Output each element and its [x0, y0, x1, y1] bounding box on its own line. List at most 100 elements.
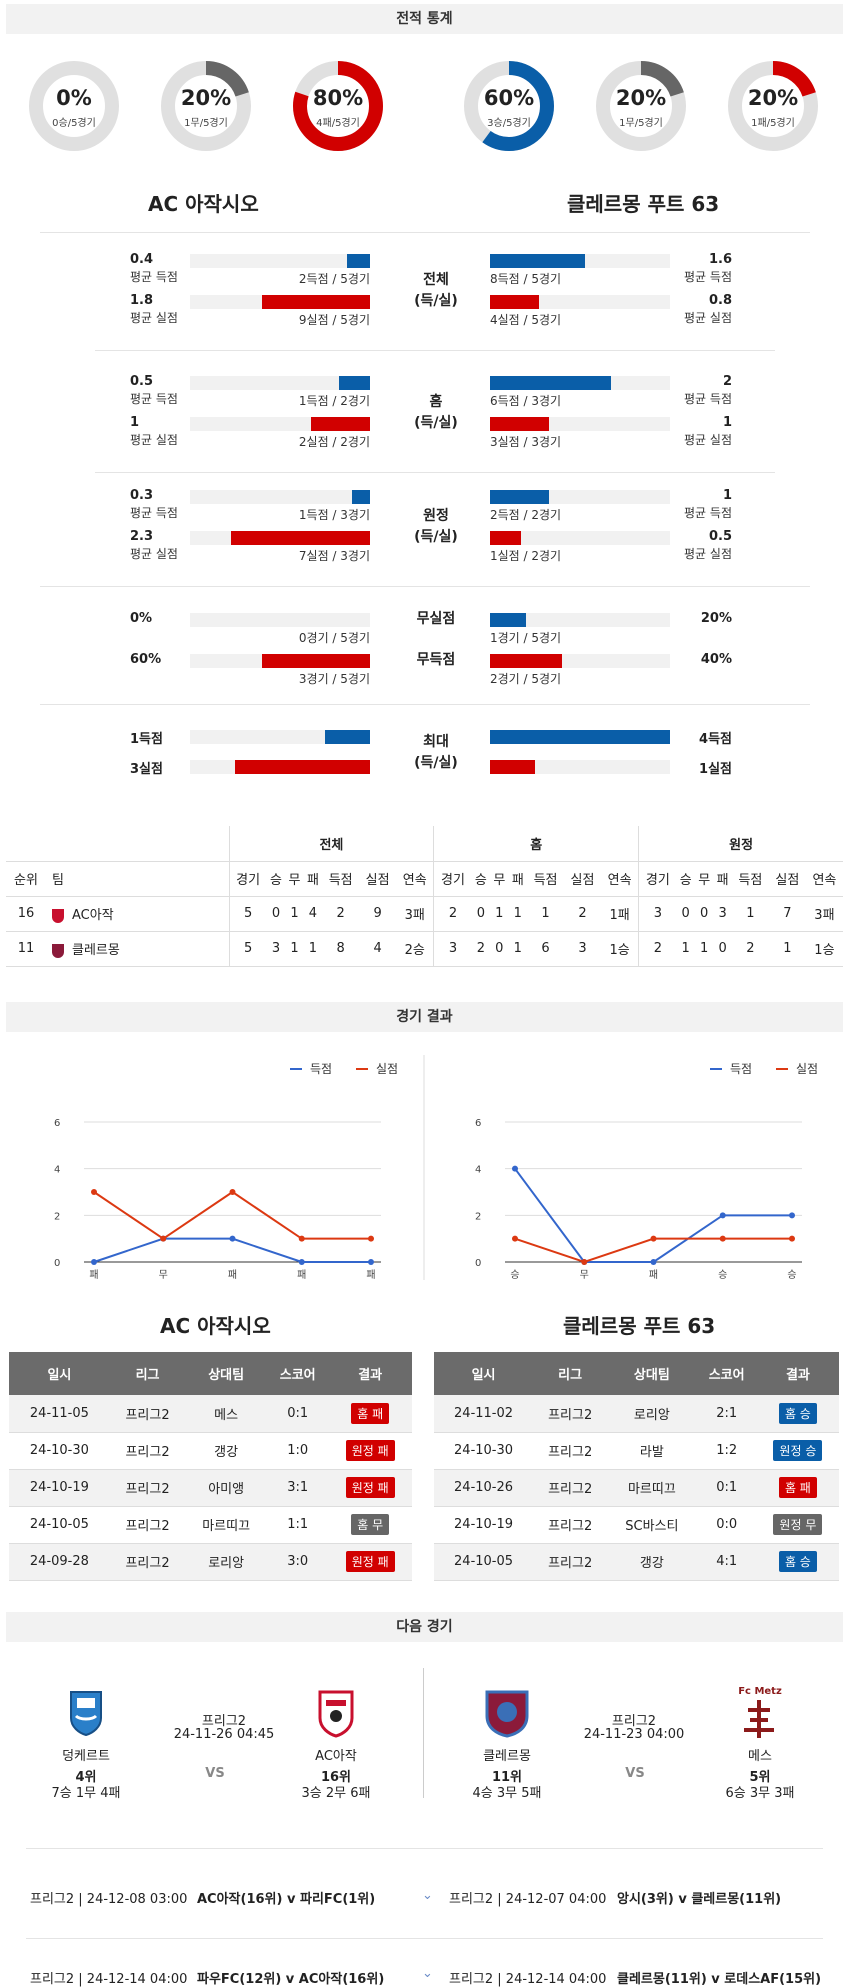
standings-cell: 5 — [228, 896, 267, 932]
series-line — [93, 1237, 371, 1263]
column-header: 상대팀 — [607, 1352, 697, 1395]
standings-cell: 5 — [228, 931, 267, 967]
result-row[interactable]: 24-11-05 프리그2 메스 0:1 홈 패 — [9, 1395, 412, 1433]
right-value: 4득점 — [699, 732, 732, 747]
standings-cell: 3 — [433, 931, 472, 967]
next-right-team1-record: 4승 3무 5패 — [472, 1786, 542, 1801]
donut-percent: 80% — [312, 86, 364, 110]
next-divider — [423, 1668, 424, 1798]
right-value: 1.6 — [708, 252, 732, 267]
result-row[interactable]: 24-10-05 프리그2 마르띠끄 1:1 홈 무 — [9, 1506, 412, 1544]
left-value: 0.3 — [130, 488, 154, 503]
standings-cell: 8 — [322, 931, 360, 967]
left-bar — [346, 254, 370, 268]
column-header: 리그 — [109, 1352, 186, 1395]
column-header: 결과 — [756, 1352, 839, 1395]
data-point — [298, 1259, 305, 1265]
fixture-2-left-match[interactable]: 파우FC(12위) v AC아작(16위) — [197, 1972, 385, 1987]
result-cell: 24-10-19 — [9, 1469, 110, 1507]
donut-percent: 20% — [180, 86, 232, 110]
right-bar-text: 8득점 / 5경기 — [490, 272, 562, 286]
data-point — [229, 1235, 236, 1242]
right-label: 평균 실점 — [684, 547, 732, 561]
column-header: 무 — [285, 861, 304, 897]
right-value: 1 — [722, 488, 732, 503]
left-value: 0.4 — [130, 252, 154, 267]
result-cell: 메스 — [185, 1395, 268, 1433]
donut-percent: 20% — [747, 86, 799, 110]
fixture-2-right-match[interactable]: 클레르몽(11위) v 로데스AF(15위) — [617, 1972, 822, 1987]
right-bar — [490, 490, 550, 504]
result-row[interactable]: 24-11-02 프리그2 로리앙 2:1 홈 승 — [434, 1395, 839, 1433]
right-bar — [490, 654, 562, 668]
result-cell: 24-10-30 — [434, 1432, 534, 1470]
team-logo-icon — [52, 908, 64, 923]
standings-cell: 0 — [694, 896, 714, 932]
donut-caption: 1무/5경기 — [619, 118, 663, 129]
standings-cell: 1 — [490, 896, 509, 932]
left-value: 0% — [130, 611, 153, 626]
right-bar — [490, 376, 611, 390]
standings-cell: 2 — [731, 931, 769, 967]
section-divider — [95, 350, 775, 351]
x-tick-label: 승 — [718, 1269, 727, 1281]
result-cell: 프리그2 — [533, 1395, 608, 1433]
result-cell: 마르띠끄 — [607, 1469, 697, 1507]
next-left-league: 프리그2 — [201, 1714, 247, 1729]
standings-cell: 1 — [508, 931, 528, 967]
result-cell: 프리그2 — [109, 1395, 186, 1433]
left-bar-text: 7실점 / 3경기 — [298, 549, 370, 563]
standings-row[interactable]: 11 클레르몽 5 3 1 1 8 4 2승 3 2 0 1 6 3 1승 2 1 1 0 2 1 1승 — [6, 931, 843, 967]
fixture-2-right-date: 프리그2 | 24-12-14 04:00 — [449, 1972, 607, 1987]
result-row[interactable]: 24-10-19 프리그2 아미앵 3:1 원정 패 — [9, 1469, 412, 1507]
right-value: 40% — [700, 652, 732, 667]
donut-chart: 20% 1무/5경기 — [160, 60, 252, 152]
left-value: 1.8 — [130, 293, 154, 308]
result-row[interactable]: 24-10-05 프리그2 갱강 4:1 홈 승 — [434, 1543, 839, 1581]
data-point — [650, 1259, 657, 1265]
y-tick-label: 6 — [475, 1118, 481, 1129]
next-right-date: 24-11-23 04:00 — [583, 1727, 685, 1742]
blank — [6, 826, 46, 862]
standings-cell: 3 — [266, 931, 286, 967]
standings-cell: 1 — [285, 931, 304, 967]
standings-cell: 1 — [694, 931, 714, 967]
standings-row[interactable]: 16 AC아작 5 0 1 4 2 9 3패 2 0 1 1 1 2 1패 3 0 0 3 1 7 3패 — [6, 896, 843, 932]
fixture-1-right-match[interactable]: 앙시(3위) v 클레르몽(11위) — [617, 1892, 782, 1907]
result-row[interactable]: 24-10-26 프리그2 마르띠끄 0:1 홈 패 — [434, 1469, 839, 1507]
right-label: 평균 득점 — [684, 506, 732, 520]
result-cell: 24-10-26 — [434, 1469, 534, 1507]
column-header: 일시 — [9, 1352, 110, 1395]
double-chevron-icon[interactable]: ⌄ — [422, 1966, 433, 1981]
stat-group-label: 전체 (득/실) — [414, 272, 458, 309]
stat-group-label: 원정 (득/실) — [414, 508, 458, 545]
right-label: 평균 득점 — [684, 392, 732, 406]
clean-label: 무실점 — [416, 611, 456, 627]
standings-cell: 1 — [508, 896, 528, 932]
standings-cell: 7 — [768, 896, 806, 932]
column-header: 스코어 — [696, 1352, 757, 1395]
right-value: 1실점 — [699, 762, 732, 777]
standings-cell: 3 — [638, 896, 677, 932]
x-tick-label: 패 — [649, 1269, 658, 1281]
result-cell: 24-10-05 — [434, 1543, 534, 1581]
result-row[interactable]: 24-10-30 프리그2 갱강 1:0 원정 패 — [9, 1432, 412, 1470]
result-row[interactable]: 24-09-28 프리그2 로리앙 3:0 원정 패 — [9, 1543, 412, 1581]
legend-label: 득점 — [730, 1062, 752, 1076]
series-line — [514, 1237, 792, 1264]
data-point — [368, 1235, 374, 1242]
data-point — [91, 1189, 97, 1195]
result-row[interactable]: 24-10-30 프리그2 라발 1:2 원정 승 — [434, 1432, 839, 1470]
result-row[interactable]: 24-10-19 프리그2 SC바스티 0:0 원정 무 — [434, 1506, 839, 1544]
donut-ring — [728, 61, 818, 151]
result-cell: 갱강 — [185, 1432, 268, 1470]
data-point — [229, 1189, 236, 1195]
x-tick-label: 승 — [510, 1269, 519, 1281]
left-bar — [310, 417, 370, 431]
data-point — [789, 1212, 795, 1219]
fixture-1-left-match[interactable]: AC아작(16위) v 파리FC(1위) — [197, 1892, 376, 1907]
chevron-down-icon[interactable]: ⌄ — [422, 1888, 433, 1903]
next-left-date: 24-11-26 04:45 — [173, 1727, 275, 1742]
left-value: 1득점 — [130, 732, 163, 747]
donut-chart: 20% 1패/5경기 — [727, 60, 819, 152]
